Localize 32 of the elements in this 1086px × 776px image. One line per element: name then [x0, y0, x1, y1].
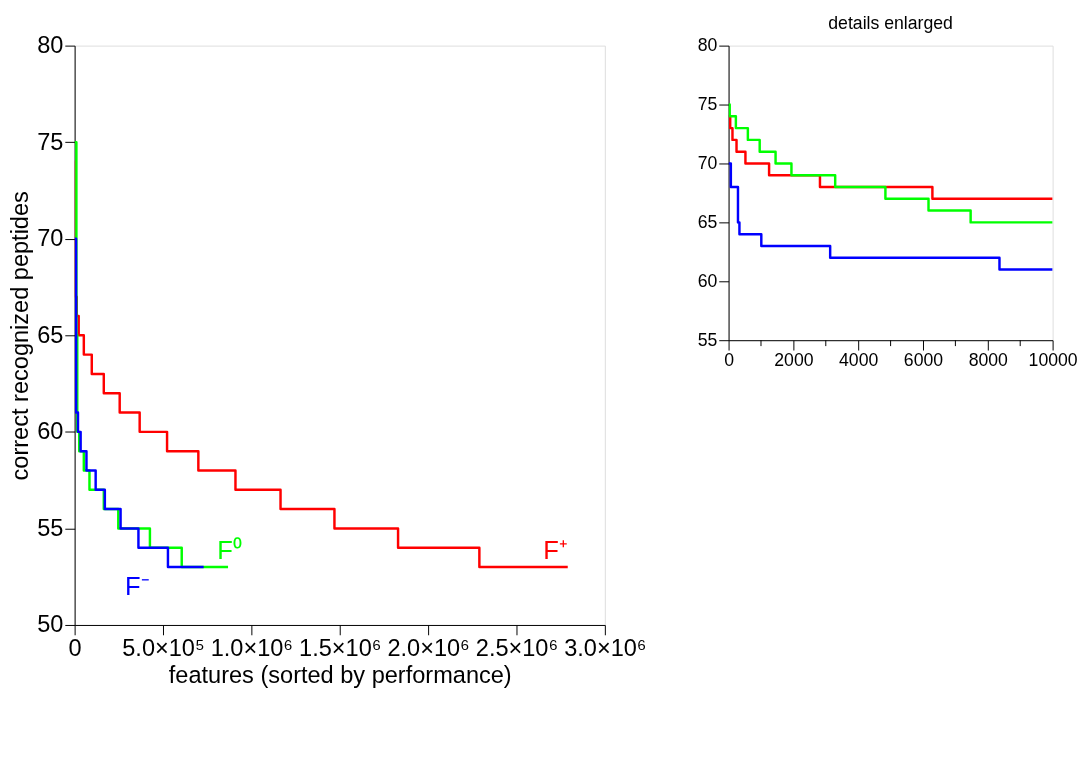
- x-tick-label: 10000: [1028, 350, 1078, 371]
- x-tick-label: 1.0×10⁶: [210, 634, 294, 661]
- x-tick-label: 8000: [968, 350, 1009, 371]
- series-label: F⁰: [217, 536, 242, 565]
- x-tick-label: 2.0×10⁶: [387, 634, 470, 661]
- x-tick-label: 0: [68, 634, 82, 661]
- series-label: F⁺: [543, 536, 568, 565]
- x-tick-label: 4000: [839, 350, 879, 371]
- y-tick-label: 55: [37, 514, 64, 541]
- y-tick-label: 80: [697, 35, 718, 56]
- x-tick-label: 0: [724, 350, 735, 371]
- y-tick-label: 65: [37, 321, 64, 348]
- y-tick-label: 70: [37, 225, 64, 252]
- y-tick-label: 75: [37, 128, 64, 155]
- chart-title: details enlarged: [828, 12, 953, 33]
- y-tick-label: 50: [37, 611, 64, 638]
- x-axis-title: features (sorted by performance): [168, 662, 512, 689]
- x-tick-label: 6000: [903, 350, 944, 371]
- y-tick-label: 70: [697, 152, 718, 173]
- y-axis-title: correct recognized peptides: [7, 191, 34, 481]
- y-tick-label: 55: [697, 329, 718, 350]
- x-tick-label: 1.5×10⁶: [299, 634, 382, 661]
- y-tick-label: 65: [697, 211, 718, 232]
- y-tick-label: 60: [37, 418, 64, 445]
- y-tick-label: 75: [697, 93, 718, 114]
- x-tick-label: 2.5×10⁶: [475, 634, 559, 661]
- x-tick-label: 3.0×10⁶: [564, 634, 647, 661]
- x-tick-label: 5.0×10⁵: [122, 634, 205, 661]
- y-tick-label: 80: [37, 32, 64, 58]
- y-tick-label: 60: [697, 270, 718, 291]
- x-tick-label: 2000: [774, 350, 814, 371]
- series-label: F⁻: [125, 571, 150, 600]
